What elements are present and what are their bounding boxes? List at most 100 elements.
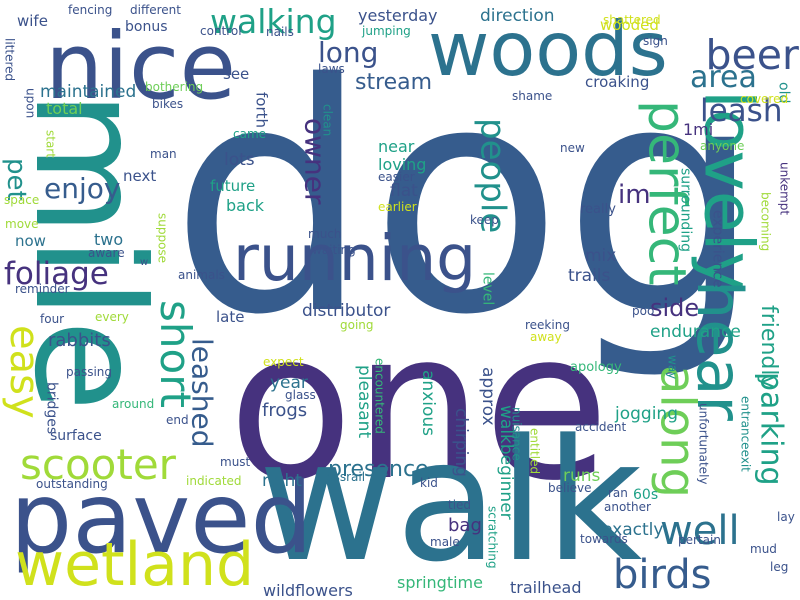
- cloud-word-suppose: suppose: [155, 213, 169, 263]
- cloud-word-different: different: [130, 3, 181, 17]
- cloud-word-unfortunately: unfortunately: [696, 403, 710, 485]
- cloud-word-wildflowers: wildflowers: [263, 581, 353, 600]
- cloud-word-exactly: exactly: [602, 520, 663, 540]
- cloud-word-clean: clean: [320, 104, 334, 136]
- cloud-word-keep: keep: [470, 213, 499, 227]
- cloud-word-future: future: [210, 177, 255, 195]
- cloud-word-two: two: [94, 230, 123, 249]
- cloud-word-chirping: chirping: [451, 408, 471, 477]
- cloud-word-towards: towards: [580, 532, 628, 546]
- cloud-word-walkbeginner: walkbeginner: [496, 405, 516, 520]
- cloud-word-wife: wife: [17, 12, 48, 30]
- cloud-word-new: new: [560, 141, 585, 155]
- cloud-word-control: control: [200, 24, 242, 38]
- cloud-word-covered: covered: [740, 92, 788, 106]
- cloud-word-space: space: [4, 193, 39, 207]
- cloud-word-leash: leash: [700, 93, 782, 129]
- cloud-word-ran: ran: [608, 486, 628, 500]
- cloud-word-upon: upon: [23, 88, 37, 118]
- cloud-word-reminder: reminder: [15, 282, 70, 296]
- cloud-word-now: now: [15, 232, 46, 250]
- cloud-word-going: going: [340, 318, 374, 332]
- cloud-word-walk: walk: [258, 403, 642, 599]
- cloud-word-shame: shame: [512, 89, 552, 103]
- cloud-word-walking: walking: [210, 2, 337, 41]
- cloud-word-came: came: [233, 127, 266, 141]
- cloud-word-four: four: [40, 312, 64, 326]
- cloud-word-outstanding: outstanding: [36, 477, 108, 491]
- cloud-word-1mi: 1mi: [683, 120, 713, 139]
- cloud-word-sign: sign: [643, 34, 668, 48]
- cloud-word-short: short: [151, 300, 200, 408]
- cloud-word-stream: stream: [355, 70, 432, 95]
- cloud-word-springtime: springtime: [397, 573, 483, 592]
- cloud-word-apology: apology: [570, 360, 622, 375]
- cloud-word-right: right: [262, 471, 302, 491]
- cloud-word-distributor: distributor: [302, 301, 390, 321]
- cloud-word-trails: trails: [568, 266, 611, 286]
- cloud-word-shattered: shattered: [603, 13, 661, 27]
- cloud-word-mix: mix: [585, 246, 616, 266]
- cloud-word-scooter: scooter: [20, 440, 177, 489]
- cloud-word-foliage: foliage: [4, 256, 109, 292]
- cloud-word-level: level: [479, 272, 495, 305]
- cloud-word-loving: loving: [378, 155, 426, 174]
- cloud-word-running: running: [233, 222, 476, 295]
- cloud-word-experience: experience: [709, 210, 725, 288]
- cloud-word-unkempt: unkempt: [777, 162, 791, 215]
- cloud-word-pet: pet: [1, 158, 31, 201]
- cloud-word-tied: tied: [448, 498, 471, 512]
- cloud-word-bag: bag: [448, 515, 482, 536]
- cloud-word-trailhead: trailhead: [510, 578, 582, 597]
- cloud-word-hear: hear: [683, 280, 756, 421]
- cloud-word-bikes: bikes: [152, 97, 183, 111]
- cloud-word-glass: glass: [285, 388, 316, 402]
- cloud-word-surrounding: surrounding: [677, 168, 693, 252]
- cloud-word-way: way: [665, 355, 679, 379]
- cloud-word-entitled: entitled: [527, 428, 541, 474]
- cloud-word-entranceexit: entranceexit: [738, 396, 752, 472]
- cloud-word-wetland: wetland: [15, 530, 254, 600]
- cloud-word-earlier: earlier: [378, 200, 417, 214]
- cloud-word-bonus: bonus: [125, 19, 168, 35]
- cloud-word-frogs: frogs: [262, 400, 307, 421]
- cloud-word-friendly: friendly: [756, 305, 781, 388]
- cloud-word-anyone: anyone: [700, 139, 744, 153]
- cloud-word-bothering: bothering: [145, 80, 203, 94]
- cloud-word-move: move: [5, 217, 39, 231]
- cloud-word-believe: believe: [548, 481, 592, 495]
- cloud-word-nails: nails: [266, 25, 294, 39]
- cloud-word-laws: laws: [318, 62, 345, 76]
- cloud-word-lots: lots: [224, 150, 255, 170]
- cloud-word-rabbits: rabbits: [48, 330, 111, 351]
- cloud-word-owner: owner: [299, 118, 332, 205]
- cloud-word-must: must: [220, 455, 251, 469]
- cloud-word-expect: expect: [263, 355, 304, 369]
- cloud-word-man: man: [150, 147, 177, 161]
- cloud-word-perfect: perfect: [636, 100, 696, 286]
- cloud-word-waiting: waiting: [312, 243, 356, 257]
- cloud-word-male: male: [430, 535, 460, 549]
- cloud-word-direction: direction: [480, 6, 555, 26]
- cloud-word-encountered: encountered: [372, 358, 386, 434]
- cloud-word-woods: woods: [428, 5, 668, 93]
- cloud-word-lovely: lovely: [689, 90, 768, 292]
- cloud-word-away: away: [530, 330, 562, 344]
- cloud-word-reeking: reeking: [525, 318, 570, 332]
- cloud-word-start: start: [43, 130, 57, 158]
- cloud-word-easy: easy: [1, 325, 47, 419]
- cloud-word-indicated: indicated: [186, 474, 242, 488]
- cloud-word-another: another: [604, 500, 651, 514]
- cloud-word-60s: 60s: [633, 487, 658, 503]
- cloud-word-anxious: anxious: [418, 370, 438, 436]
- cloud-word-around: around: [112, 397, 154, 411]
- cloud-word-side: side: [650, 294, 699, 322]
- cloud-word-surface: surface: [50, 428, 102, 444]
- cloud-word-poo: poo: [632, 304, 654, 318]
- cloud-word-see: see: [223, 65, 249, 83]
- cloud-word-wooded: wooded: [600, 16, 659, 34]
- cloud-word-pleasant: pleasant: [354, 365, 374, 438]
- cloud-word-people: people: [472, 118, 512, 233]
